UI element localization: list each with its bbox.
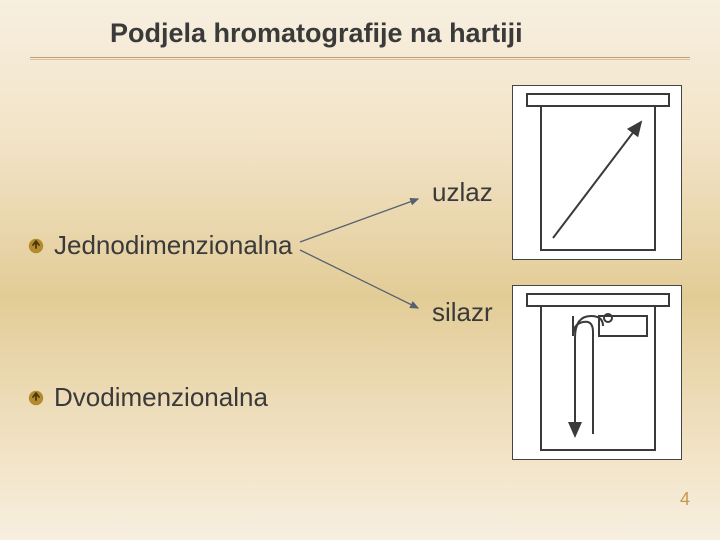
title-underline-2: [30, 59, 690, 60]
bullet-text-2: Dvodimenzionalna: [54, 382, 268, 413]
label-silaz: silazr: [432, 297, 493, 328]
bullet-text-1: Jednodimenzionalna: [54, 230, 293, 261]
bullet-icon: [28, 238, 44, 254]
diagram-descending: [512, 285, 682, 460]
label-uzlaz: uzlaz: [432, 177, 493, 208]
title-underline-1: [30, 57, 690, 58]
bullet-item-1: Jednodimenzionalna: [28, 230, 293, 261]
diagram-ascending: [512, 85, 682, 260]
bullet-item-2: Dvodimenzionalna: [28, 382, 268, 413]
slide-title: Podjela hromatografije na hartiji: [110, 18, 523, 49]
page-number: 4: [680, 489, 690, 510]
bullet-icon: [28, 390, 44, 406]
